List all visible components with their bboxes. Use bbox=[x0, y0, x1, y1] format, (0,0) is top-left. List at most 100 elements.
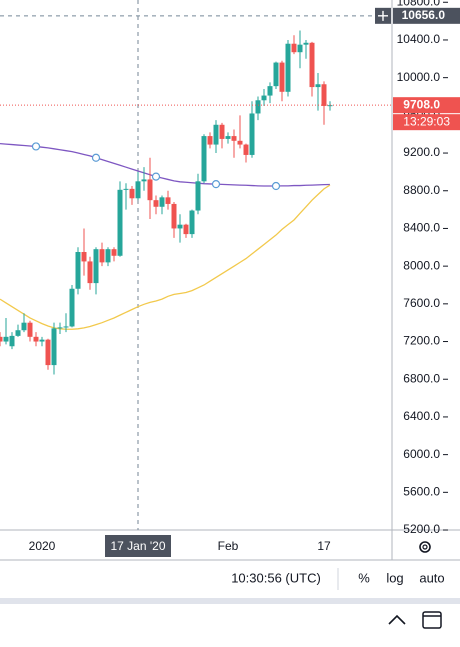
candle-body bbox=[297, 44, 303, 53]
candle-body bbox=[105, 249, 111, 263]
candle-body bbox=[189, 210, 195, 235]
collapse-button[interactable] bbox=[388, 614, 406, 625]
candle-body bbox=[123, 188, 129, 190]
candle-body bbox=[111, 249, 117, 256]
candle-body bbox=[207, 136, 213, 145]
y-tick-label: 6000.0 bbox=[403, 447, 440, 461]
log-button[interactable]: log bbox=[386, 570, 403, 585]
countdown-box bbox=[393, 114, 460, 131]
x-tick-label: 17 bbox=[317, 539, 331, 553]
y-tick-label: 5600.0 bbox=[403, 484, 440, 498]
crosshair-price-label: 10656.0 bbox=[402, 8, 446, 22]
candle-body bbox=[81, 252, 87, 262]
y-tick-label: 8400.0 bbox=[403, 221, 440, 235]
y-tick-label: 7600.0 bbox=[403, 296, 440, 310]
candle-body bbox=[219, 124, 225, 139]
candle-body bbox=[99, 249, 105, 263]
candle-body bbox=[183, 224, 189, 235]
y-tick-label: 10400.0 bbox=[397, 32, 441, 46]
candle-body bbox=[63, 326, 69, 328]
candle-body bbox=[315, 84, 321, 88]
y-tick-label: 10800.0 bbox=[397, 0, 441, 8]
panel-divider bbox=[0, 598, 460, 604]
y-tick-label: 10000.0 bbox=[397, 70, 441, 84]
candle-body bbox=[231, 136, 237, 141]
candle-body bbox=[291, 43, 297, 53]
candle-body bbox=[279, 62, 285, 92]
candle-body bbox=[9, 335, 15, 347]
gear bbox=[419, 541, 431, 553]
candle-body bbox=[75, 252, 81, 289]
candle-body bbox=[177, 224, 183, 229]
auto-button[interactable]: auto bbox=[419, 570, 444, 585]
crosshair-time-label: 17 Jan '20 bbox=[110, 539, 165, 553]
candle-body bbox=[69, 288, 75, 327]
line-marker bbox=[91, 153, 101, 162]
candle-body bbox=[87, 261, 93, 284]
last-price-box bbox=[393, 97, 460, 114]
candle-body bbox=[141, 179, 147, 182]
candle-body bbox=[39, 339, 45, 342]
maximize-button[interactable] bbox=[422, 611, 442, 629]
y-tick-label: 8800.0 bbox=[403, 183, 440, 197]
countdown-label: 13:29:03 bbox=[403, 114, 450, 128]
candle-body bbox=[249, 113, 255, 155]
candle-body bbox=[243, 144, 249, 155]
candle-body bbox=[33, 336, 39, 342]
line-marker bbox=[271, 181, 281, 191]
candle-body bbox=[225, 136, 231, 139]
candle-body bbox=[15, 330, 21, 336]
candle-body bbox=[129, 188, 135, 199]
y-tick-label: 6400.0 bbox=[403, 409, 440, 423]
candle-body bbox=[285, 43, 291, 92]
line-marker bbox=[31, 142, 41, 151]
candle-body bbox=[171, 203, 177, 229]
candle-body bbox=[165, 197, 171, 204]
gear-center bbox=[422, 544, 428, 550]
plot bbox=[0, 0, 392, 530]
x-tick-label: Feb bbox=[218, 539, 239, 553]
add-icon bbox=[378, 10, 388, 21]
candle-body bbox=[159, 197, 165, 207]
candle-body bbox=[255, 100, 261, 114]
candle-body bbox=[153, 200, 159, 207]
candle-body bbox=[303, 42, 309, 45]
crosshair-time-box bbox=[105, 535, 171, 557]
candle-body bbox=[213, 124, 219, 145]
candle-body bbox=[135, 181, 141, 199]
y-tick-label: 9200.0 bbox=[403, 145, 440, 159]
candle-body bbox=[237, 140, 243, 145]
candle-body bbox=[0, 336, 3, 342]
percent-button[interactable]: % bbox=[358, 570, 370, 585]
candle-body bbox=[3, 336, 9, 342]
line-marker bbox=[151, 172, 161, 181]
y-tick-label: 7200.0 bbox=[403, 334, 440, 348]
time-zone[interactable]: 10:30:56 (UTC) bbox=[231, 570, 321, 585]
y-tick-label: 6800.0 bbox=[403, 371, 440, 385]
candle-body bbox=[195, 181, 201, 211]
settings-icon[interactable] bbox=[419, 541, 431, 553]
candle-body bbox=[45, 339, 51, 366]
x-tick-label: 2020 bbox=[29, 539, 56, 553]
line-marker bbox=[211, 180, 221, 189]
candle-body bbox=[27, 322, 33, 337]
candle-body bbox=[309, 42, 315, 88]
candle-body bbox=[267, 86, 273, 96]
candle-body bbox=[273, 62, 279, 87]
moving-average bbox=[0, 184, 331, 330]
y-tick-label: 8000.0 bbox=[403, 258, 440, 272]
candle-body bbox=[51, 328, 57, 366]
crosshair-price-box bbox=[393, 7, 460, 24]
y-tick-label: 5200.0 bbox=[403, 522, 440, 536]
candle-body bbox=[261, 95, 267, 101]
candle-body bbox=[57, 327, 63, 329]
candle-body bbox=[201, 136, 207, 182]
candle-body bbox=[321, 84, 327, 106]
last-price-label: 9708.0 bbox=[403, 97, 440, 111]
candle-body bbox=[21, 322, 27, 331]
candle-body bbox=[147, 179, 153, 201]
candle-body bbox=[117, 189, 123, 256]
candle-body bbox=[93, 249, 99, 284]
